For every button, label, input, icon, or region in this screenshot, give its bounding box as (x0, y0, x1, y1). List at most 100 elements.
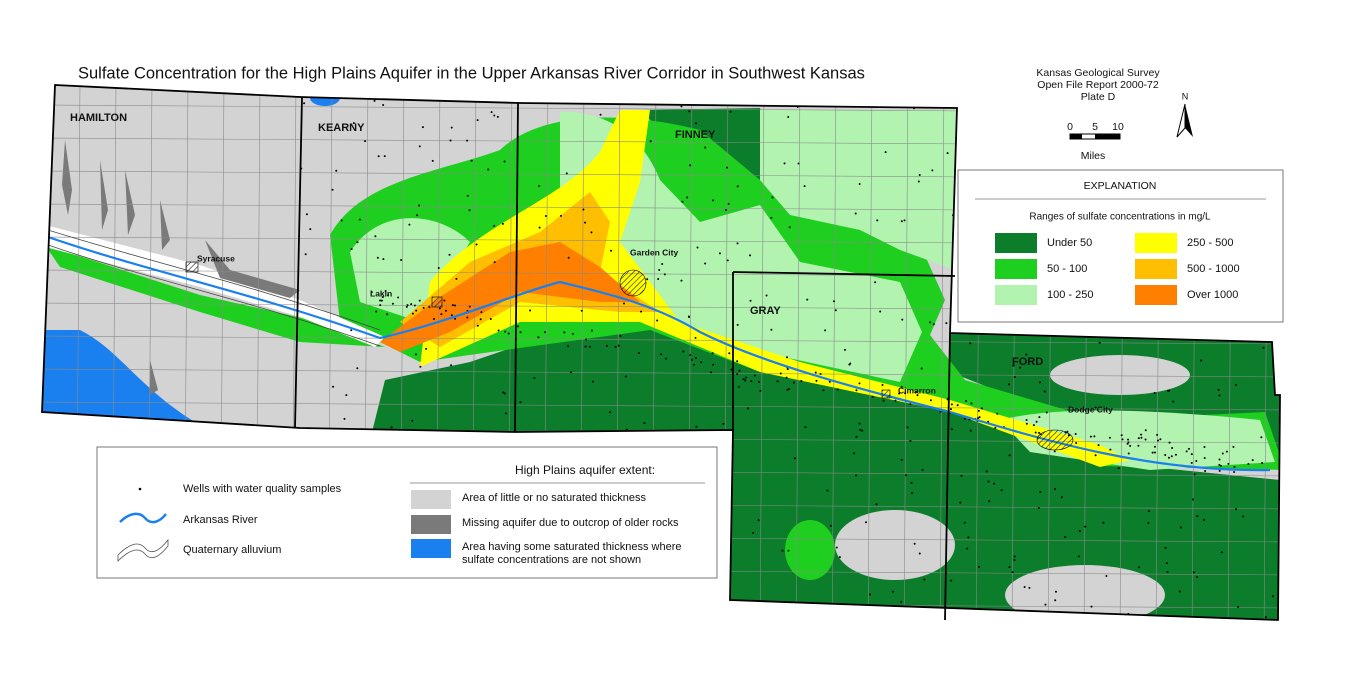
well (384, 289, 387, 292)
well (544, 214, 547, 217)
well (422, 306, 425, 309)
well (1066, 430, 1069, 433)
well (884, 151, 887, 154)
extent-heading: High Plains aquifer extent: (515, 463, 655, 477)
well (786, 368, 789, 371)
well (448, 253, 451, 256)
key-alluvium: Quaternary alluvium (183, 544, 281, 556)
well (1137, 444, 1140, 447)
well (1164, 454, 1167, 457)
well (1093, 435, 1096, 438)
well (496, 115, 499, 118)
well (1174, 118, 1177, 121)
well (891, 590, 894, 593)
scale-seg (1070, 134, 1082, 139)
zone-100-250 (560, 111, 922, 382)
well (918, 552, 921, 555)
well (406, 304, 409, 307)
well (765, 294, 768, 297)
well (680, 105, 683, 108)
well (386, 313, 389, 316)
well (434, 578, 437, 581)
well (1220, 551, 1223, 554)
well (859, 428, 862, 431)
well (411, 419, 414, 422)
well (455, 277, 458, 280)
well (580, 309, 583, 312)
well (1238, 112, 1241, 115)
town-label: Dodge City (1068, 404, 1113, 414)
well (959, 501, 962, 504)
well (1137, 437, 1140, 440)
well (379, 299, 382, 302)
well (437, 267, 440, 270)
well (689, 354, 692, 357)
well (1262, 346, 1265, 349)
well (814, 371, 817, 374)
well (688, 316, 691, 319)
well (994, 426, 997, 429)
well (966, 547, 969, 550)
well (920, 367, 923, 370)
well (529, 309, 532, 312)
well (1164, 546, 1167, 549)
well (624, 375, 627, 378)
well (727, 202, 730, 205)
well (874, 281, 877, 284)
county-label: FORD (1012, 356, 1043, 368)
well (712, 363, 715, 366)
well (567, 344, 570, 347)
well (737, 385, 740, 388)
well (1158, 159, 1161, 162)
well (657, 277, 660, 280)
well (440, 313, 443, 316)
well (1077, 555, 1080, 558)
well (864, 521, 867, 524)
well (411, 312, 414, 315)
well (1038, 416, 1041, 419)
well (1053, 450, 1056, 453)
well (1127, 452, 1130, 455)
well (490, 111, 493, 114)
well (1156, 433, 1159, 436)
well (582, 208, 585, 211)
well (449, 139, 452, 142)
well (1120, 434, 1123, 437)
well (704, 146, 707, 149)
well (1079, 105, 1082, 108)
well (450, 314, 453, 317)
well (483, 602, 486, 605)
well (835, 546, 838, 549)
well (1033, 144, 1036, 147)
arkansas-river (47, 235, 1271, 472)
well (528, 579, 531, 582)
well (501, 222, 504, 225)
well (694, 356, 697, 359)
well (854, 212, 857, 215)
well (1274, 380, 1277, 383)
north-arrow: N (1176, 91, 1193, 138)
well (1105, 575, 1108, 578)
well (1233, 465, 1236, 468)
extent-swatch (411, 515, 451, 534)
well (1034, 431, 1037, 434)
well (1179, 526, 1182, 529)
scale-tick: 0 (1067, 121, 1073, 133)
well (619, 334, 622, 337)
extent-item: Area of little or no saturated thickness (462, 492, 646, 504)
well (868, 593, 871, 596)
alluvium-edge (47, 229, 381, 347)
well (1028, 586, 1031, 589)
extent-swatch (411, 490, 451, 509)
well (660, 353, 663, 356)
grid-line (759, 85, 765, 620)
scale-seg (1095, 134, 1120, 139)
well (749, 299, 752, 302)
well (413, 304, 416, 307)
well (913, 542, 916, 545)
well (921, 468, 924, 471)
well (858, 422, 861, 425)
well (688, 110, 691, 113)
well (969, 429, 972, 432)
well (567, 256, 570, 259)
